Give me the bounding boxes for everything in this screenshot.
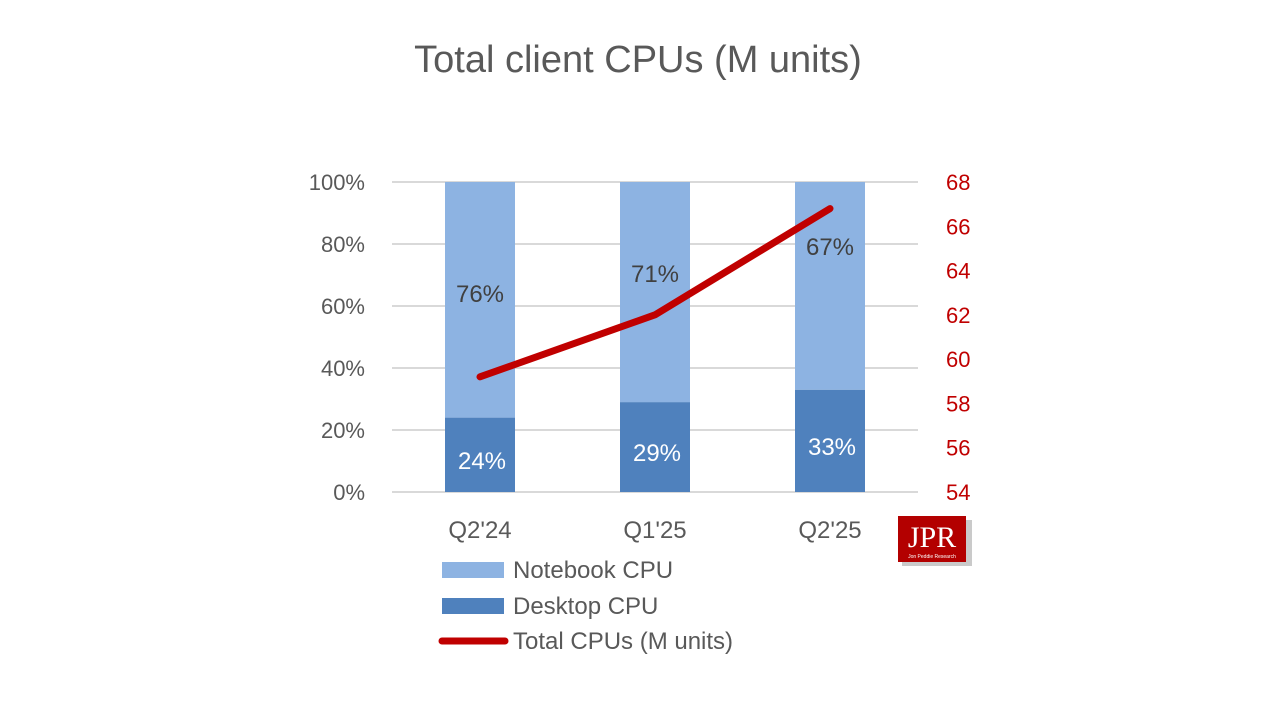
category-axis: Q2'24 Q1'25 Q2'25 (448, 517, 861, 544)
x-tick-label: Q1'25 (623, 517, 686, 544)
bar-desktop (445, 417, 515, 492)
y-tick-label-right: 66 (946, 214, 970, 239)
y-tick-label-left: 80% (321, 232, 365, 257)
y-tick-label-left: 0% (333, 480, 365, 505)
legend-label: Notebook CPU (513, 557, 673, 584)
legend-label: Desktop CPU (513, 593, 658, 620)
legend-swatch (442, 598, 504, 614)
total-line (476, 205, 834, 381)
y-tick-label-right: 62 (946, 303, 970, 328)
y-tick-label-left: 20% (321, 418, 365, 443)
bar-notebook (620, 182, 690, 403)
y-tick-label-left: 60% (321, 294, 365, 319)
legend-label: Total CPUs (M units) (513, 628, 733, 655)
y-tick-label-right: 64 (946, 259, 970, 284)
chart-title: Total client CPUs (M units) (414, 39, 862, 81)
x-tick-label: Q2'25 (798, 517, 861, 544)
right-axis: 54 56 58 60 62 64 66 68 (946, 170, 970, 505)
legend-swatch (442, 562, 504, 578)
data-label-notebook: 71% (631, 261, 679, 288)
data-label-notebook: 67% (806, 234, 854, 261)
logo-text: JPR (908, 521, 956, 554)
x-tick-label: Q2'24 (448, 517, 511, 544)
y-tick-label-left: 40% (321, 356, 365, 381)
data-label-desktop: 29% (633, 440, 681, 467)
data-label-desktop: 24% (458, 448, 506, 475)
legend: Notebook CPU Desktop CPU Total CPUs (M uni… (438, 557, 733, 655)
data-label-desktop: 33% (808, 434, 856, 461)
y-tick-label-right: 60 (946, 347, 970, 372)
bar-notebook (795, 182, 865, 390)
bar-desktop (795, 389, 865, 492)
y-tick-label-right: 56 (946, 436, 970, 461)
logo-subtext: Jon Peddie Research (908, 554, 956, 560)
y-tick-label-right: 58 (946, 391, 970, 416)
y-tick-label-right: 54 (946, 480, 970, 505)
y-tick-label-right: 68 (946, 170, 970, 195)
bar-desktop (620, 402, 690, 492)
jpr-logo: JPR Jon Peddie Research (898, 516, 972, 566)
data-label-notebook: 76% (456, 281, 504, 308)
logo-background (898, 516, 966, 562)
left-axis: 0% 20% 40% 60% 80% 100% (309, 170, 365, 505)
line-total-cpus (476, 205, 834, 381)
bars: 24% 76% 29% 71% 33% 67% (445, 182, 865, 492)
y-tick-label-left: 100% (309, 170, 365, 195)
